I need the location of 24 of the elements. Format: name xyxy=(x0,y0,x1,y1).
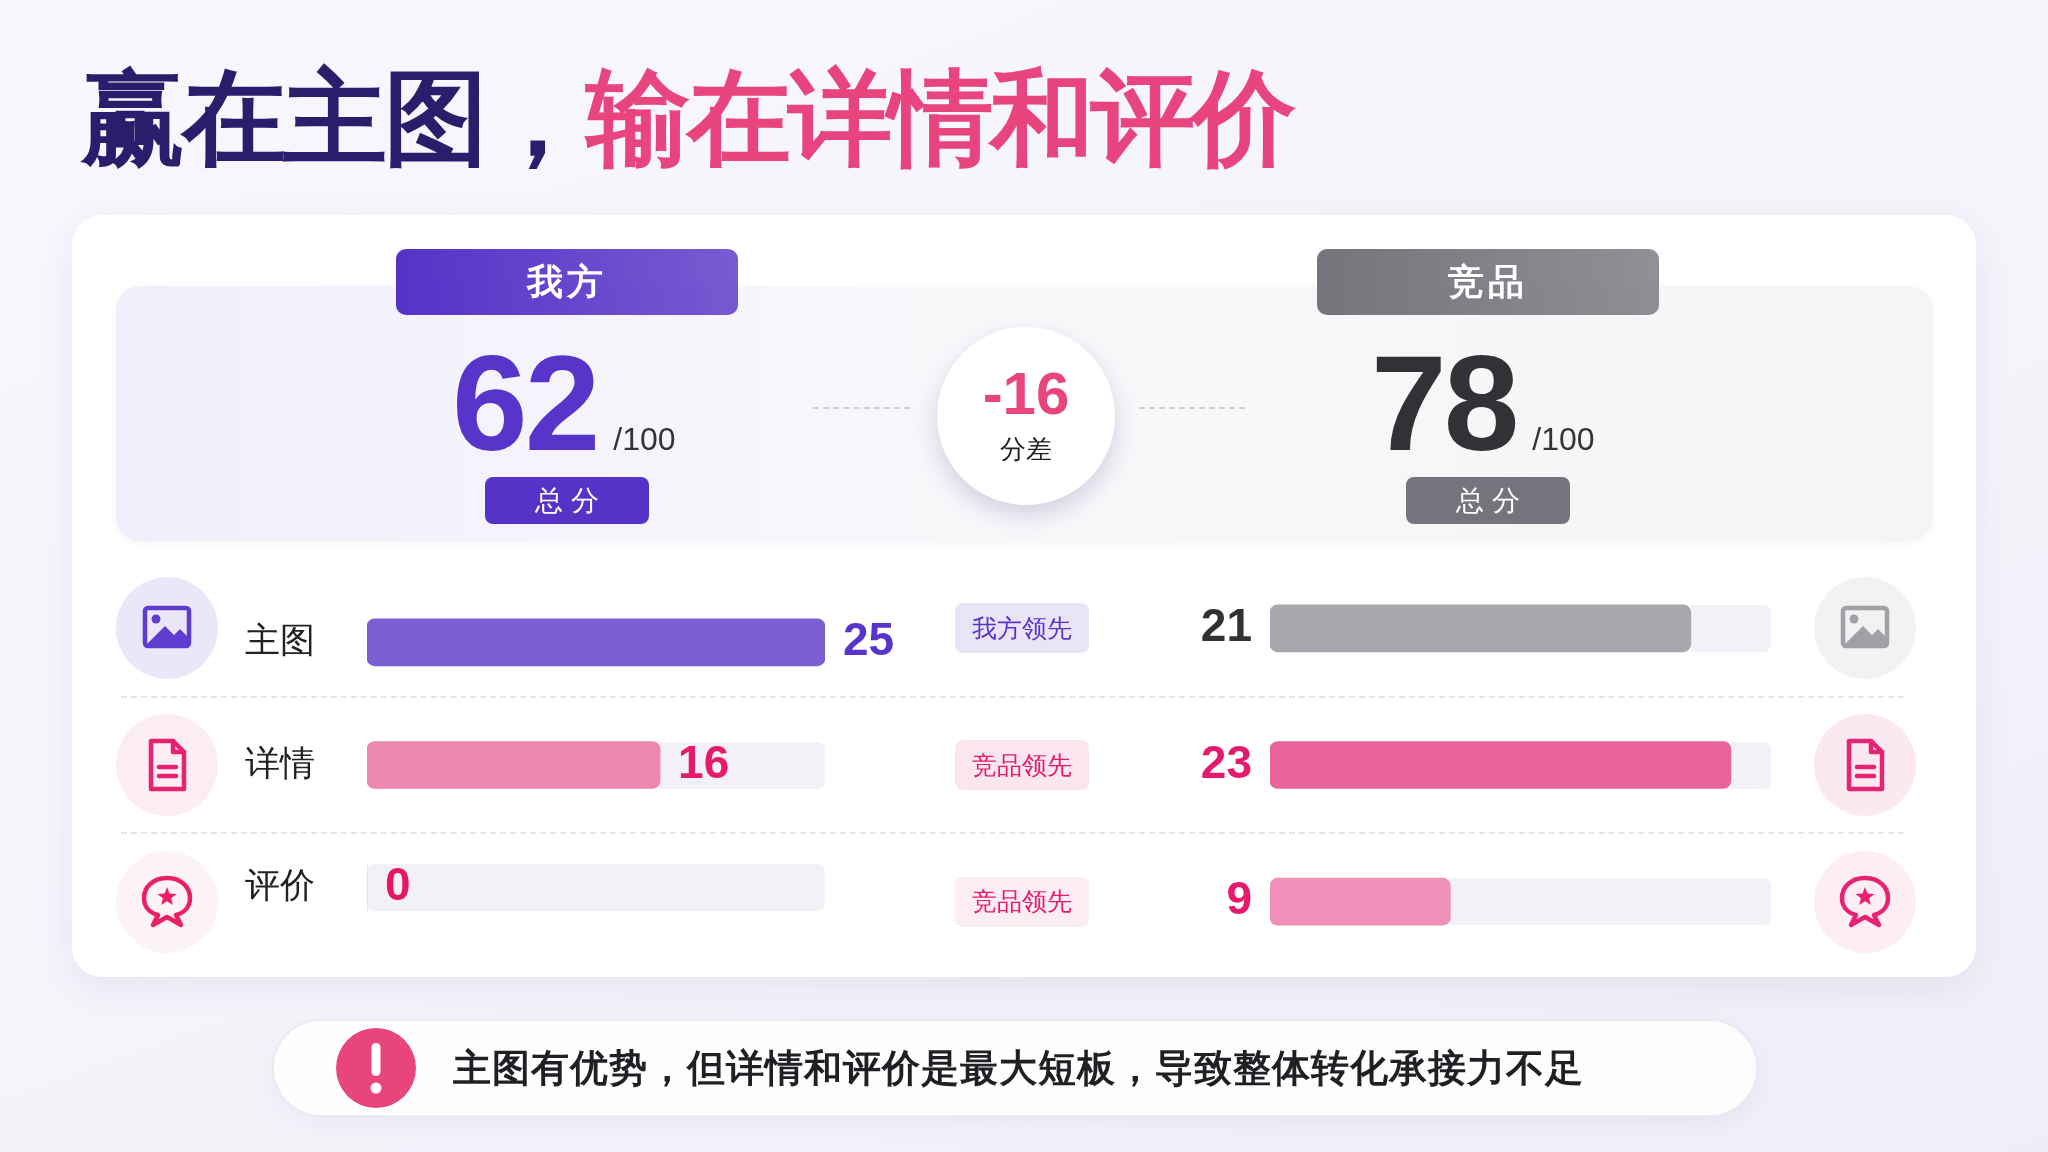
chart-title: 赢在主图，输在详情和评价 xyxy=(81,60,1293,176)
text: /100 xyxy=(613,421,676,458)
y-tick-label: 详情 xyxy=(245,742,315,782)
y-tick-label: 评价 xyxy=(245,865,315,905)
text: 62 xyxy=(452,327,598,479)
text: 总分 xyxy=(1456,484,1528,516)
data-label: 23 xyxy=(1200,735,1252,788)
data-label: 0 xyxy=(385,858,411,911)
text: 我方领先 xyxy=(972,613,1072,642)
text: -16 xyxy=(982,360,1070,427)
text: 竞品 xyxy=(1448,261,1528,302)
y-tick-label: 主图 xyxy=(245,619,315,659)
text: 总分 xyxy=(535,484,607,516)
data-label: 21 xyxy=(1200,599,1252,652)
text: 竞品领先 xyxy=(972,887,1072,916)
text: /100 xyxy=(1532,421,1595,458)
data-label: 25 xyxy=(843,613,895,666)
text: 分差 xyxy=(1000,434,1052,464)
data-label: 9 xyxy=(1226,872,1252,925)
text: 竞品领先 xyxy=(972,750,1072,779)
data-label: 16 xyxy=(678,735,730,788)
text: 我方 xyxy=(527,261,607,302)
text: 主图有优势，但详情和评价是最大短板，导致整体转化承接力不足 xyxy=(453,1045,1584,1091)
text: 78 xyxy=(1371,327,1517,479)
